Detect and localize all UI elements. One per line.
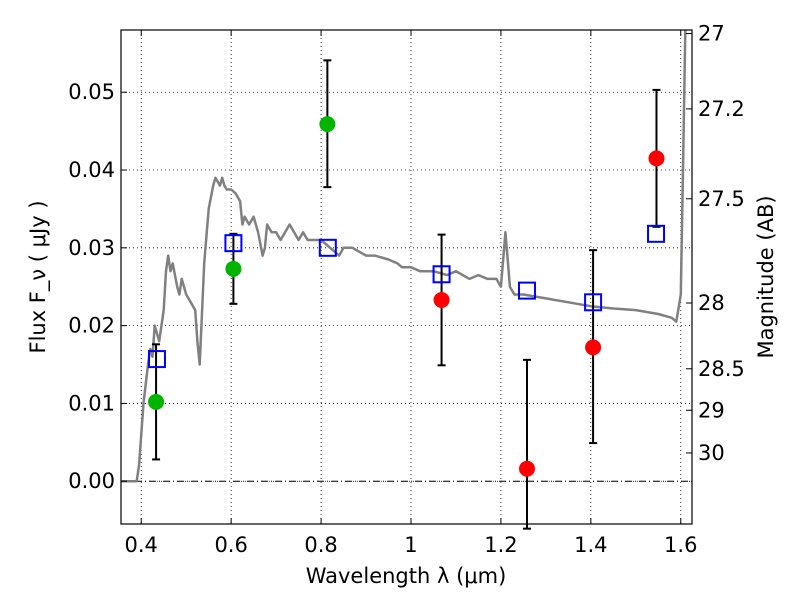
- x-tick-label: 1.4: [574, 533, 607, 557]
- model-band-square: [432, 265, 451, 284]
- tick-layer: 0.4 0.6 0.8 1 1.2 1.4 1.6 0.00 0.01 0.02 0.03 0.04 0…: [68, 22, 745, 557]
- axes-frame: [120, 29, 693, 525]
- x-axis-label: Wavelength λ (μm): [306, 564, 507, 588]
- y-tick-label: 0.00: [68, 469, 115, 493]
- model-band-square: [517, 281, 536, 300]
- right-tick-label: 30: [698, 441, 725, 465]
- right-tick-label: 29: [698, 398, 725, 422]
- spectrum-layer: [121, 30, 687, 483]
- green-data-point: [148, 393, 165, 410]
- green-data-point: [225, 260, 242, 277]
- model-band-square: [224, 234, 243, 253]
- right-axis-label: Magnitude (AB): [754, 195, 778, 358]
- y-tick-label: 0.05: [68, 80, 115, 104]
- x-tick-label: 1: [404, 533, 417, 557]
- right-tick-label: 27.5: [698, 187, 745, 211]
- red-data-point: [518, 460, 535, 477]
- red-data-point: [585, 339, 602, 356]
- x-tick-label: 1.2: [484, 533, 517, 557]
- model-band-square: [584, 293, 603, 312]
- y-axis-label: Flux F_ν ( μJy ): [26, 200, 51, 353]
- x-tick-label: 0.8: [304, 533, 337, 557]
- model-band-square: [647, 224, 666, 243]
- red-data-point: [648, 150, 665, 167]
- right-tick-label: 28.5: [698, 357, 745, 381]
- model-spectrum-line: [121, 30, 687, 483]
- right-tick-label: 28: [698, 291, 725, 315]
- x-tick-label: 1.6: [664, 533, 697, 557]
- x-tick-label: 0.6: [214, 533, 247, 557]
- green-data-point: [319, 116, 336, 133]
- red-data-point: [433, 291, 450, 308]
- model-band-square: [147, 350, 166, 369]
- right-tick-label: 27: [698, 22, 725, 46]
- y-tick-label: 0.04: [68, 158, 115, 182]
- plot-frame: [120, 29, 693, 525]
- grid: [121, 30, 692, 524]
- y-tick-label: 0.01: [68, 391, 115, 415]
- marker-layer: [147, 116, 666, 477]
- y-tick-label: 0.03: [68, 236, 115, 260]
- x-tick-label: 0.4: [125, 533, 158, 557]
- model-band-square: [318, 238, 337, 257]
- right-tick-label: 27.2: [698, 97, 745, 121]
- y-tick-label: 0.02: [68, 314, 115, 338]
